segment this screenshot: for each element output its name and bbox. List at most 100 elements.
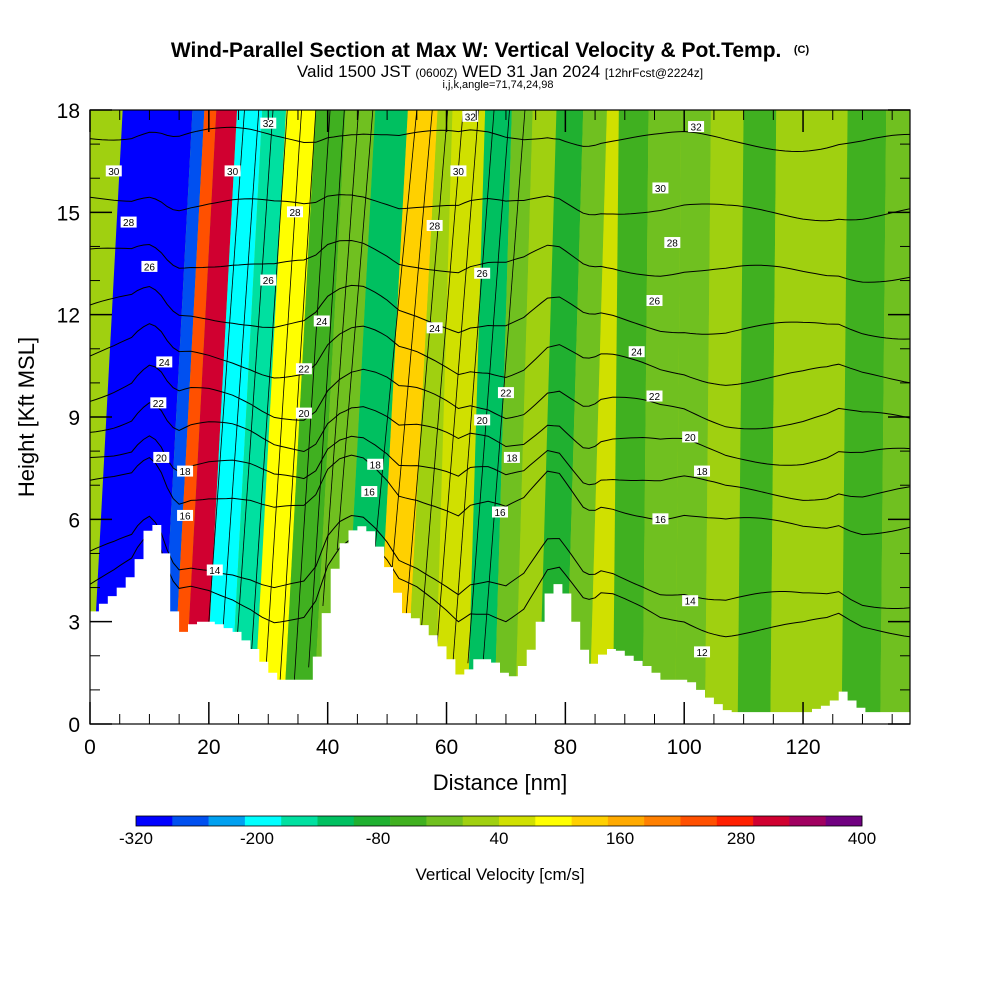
contour-label: 28 [120, 216, 137, 229]
contour-label: 16 [492, 506, 508, 519]
colorbar-tick-label: 160 [606, 829, 634, 848]
theta-contour-line [452, 110, 495, 670]
title-group: Wind-Parallel Section at Max W: Vertical… [171, 39, 810, 91]
velocity-band [737, 110, 777, 724]
theta-contour-line [436, 110, 480, 646]
velocity-band [642, 110, 682, 724]
theta-contour-line [90, 194, 910, 222]
colorbar-swatch [426, 816, 463, 826]
svg-text:30: 30 [655, 184, 667, 195]
colorbar-tick-label: -200 [240, 829, 274, 848]
contour-label: 18 [177, 465, 194, 478]
y-tick-label: 12 [57, 305, 80, 328]
contour-label: 26 [260, 274, 277, 287]
svg-text:16: 16 [364, 488, 376, 499]
theta-contour-line [482, 110, 526, 660]
contour-label: 26 [141, 260, 158, 273]
x-axis-title: Distance [nm] [433, 770, 568, 795]
svg-text:26: 26 [649, 297, 661, 308]
svg-text:24: 24 [316, 317, 328, 328]
contour-label: 26 [646, 295, 663, 308]
svg-text:26: 26 [263, 276, 275, 287]
svg-text:28: 28 [667, 239, 679, 250]
theta-contour-line [90, 284, 910, 340]
theta-contour-line [294, 110, 331, 680]
theta-contour-line [405, 110, 449, 616]
theta-contour-line [308, 110, 345, 668]
y-axis-title: Height [Kft MSL] [14, 337, 39, 497]
plot-area: 12 14 16 18 20 22 24 26 28 30 32 30 28 26 24 22 20 18 16 14… [90, 110, 910, 724]
contour-label: 32 [462, 110, 479, 123]
theta-contour-line [236, 110, 274, 637]
contour-label: 14 [206, 564, 223, 577]
contour-label: 18 [367, 458, 384, 471]
contour-label: 22 [646, 390, 663, 403]
velocity-band [159, 110, 205, 724]
x-tick-label: 20 [197, 736, 220, 759]
colorbar-swatch [753, 816, 790, 826]
svg-text:22: 22 [500, 389, 512, 400]
svg-text:22: 22 [153, 399, 165, 410]
contour-label: 30 [224, 165, 241, 178]
colorbar-swatch [789, 816, 826, 826]
colorbar-swatch [281, 816, 318, 826]
svg-text:20: 20 [685, 433, 697, 444]
contour-label: 16 [177, 509, 194, 522]
svg-text:28: 28 [429, 221, 441, 232]
y-tick-label: 0 [68, 714, 80, 737]
velocity-band [283, 110, 346, 724]
theta-contour-line [251, 110, 288, 651]
svg-text:20: 20 [298, 409, 310, 420]
velocity-band [612, 110, 649, 724]
svg-text:16: 16 [494, 508, 506, 519]
colorbar-swatch [462, 816, 500, 826]
velocity-band [705, 110, 744, 724]
subtitle-date: WED 31 Jan 2024 [457, 62, 604, 81]
theta-contours [90, 110, 910, 680]
colorbar-swatch [716, 816, 754, 826]
axes: 0 20 40 60 80 100 120 0 3 6 9 12 15 18 [57, 100, 910, 759]
svg-text:18: 18 [506, 453, 518, 464]
velocity-band [675, 110, 711, 724]
contour-label: 18 [503, 451, 520, 464]
svg-text:14: 14 [209, 566, 221, 577]
contour-label: 20 [474, 414, 491, 427]
theta-contour-line [90, 364, 910, 430]
svg-text:30: 30 [227, 167, 239, 178]
theta-contour-line [222, 110, 260, 628]
svg-text:18: 18 [370, 460, 382, 471]
velocity-band [253, 110, 316, 724]
colorbar-tick-label: 40 [490, 829, 509, 848]
velocity-band [538, 110, 584, 724]
velocity-band [770, 110, 809, 724]
contour-label: 16 [652, 513, 669, 526]
chart-subtitle-indices: i,j,k,angle=71,74,24,98 [442, 79, 553, 91]
svg-text:16: 16 [655, 515, 667, 526]
svg-text:24: 24 [159, 358, 171, 369]
svg-text:32: 32 [263, 119, 275, 130]
colorbar-swatch [535, 816, 572, 826]
svg-text:22: 22 [649, 392, 661, 403]
svg-text:24: 24 [631, 348, 643, 359]
colorbar-swatch [644, 816, 681, 826]
colorbar-swatch [607, 816, 645, 826]
y-tick-label: 9 [68, 407, 80, 430]
velocity-band [171, 110, 217, 724]
contour-label: 22 [295, 363, 312, 376]
svg-text:24: 24 [429, 324, 441, 335]
theta-contour-line [90, 435, 910, 501]
contour-label: 26 [474, 267, 491, 280]
colorbar-swatch [244, 816, 282, 826]
contour-label: 24 [426, 322, 443, 335]
contour-label: 14 [682, 595, 699, 608]
svg-text:12: 12 [696, 648, 708, 659]
theta-contour-line [421, 110, 464, 628]
colorbar-swatch [571, 816, 609, 826]
colorbar-swatch [499, 816, 536, 826]
svg-text:30: 30 [453, 167, 465, 178]
x-tick-label: 120 [786, 736, 821, 759]
contour-label: 20 [295, 407, 312, 420]
svg-text:26: 26 [477, 269, 489, 280]
svg-text:14: 14 [685, 597, 697, 608]
